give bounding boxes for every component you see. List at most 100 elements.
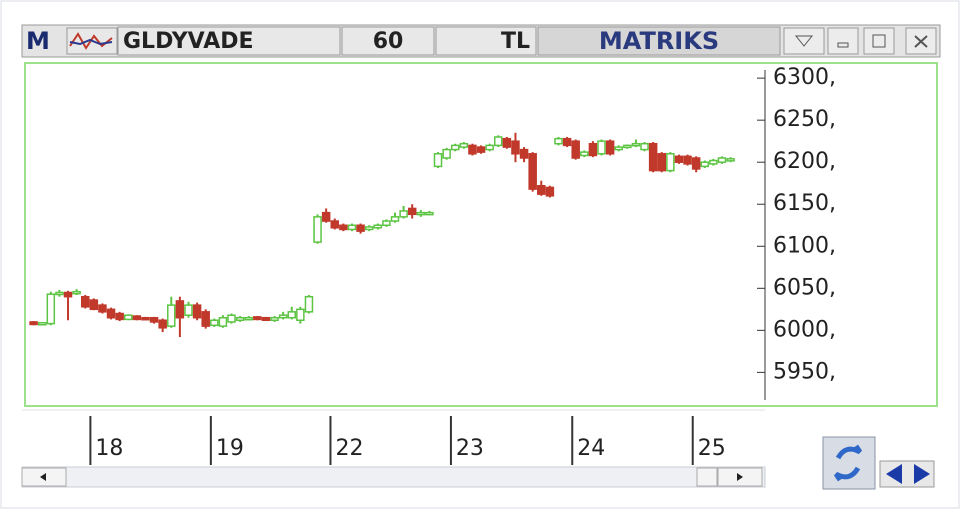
candle-body xyxy=(296,308,305,321)
candle-body xyxy=(614,146,623,151)
candle-body xyxy=(476,146,486,153)
y-tick-label: 6250, xyxy=(773,107,836,132)
candle-body xyxy=(433,153,443,168)
candle-body xyxy=(580,151,589,157)
maximize-icon xyxy=(872,34,886,48)
candle-body xyxy=(709,159,718,165)
y-tick-label: 6100, xyxy=(773,233,836,258)
logo: M xyxy=(26,27,50,55)
candle-body xyxy=(416,211,426,216)
candle-body xyxy=(450,144,460,151)
candle-body xyxy=(330,220,340,229)
candle-body xyxy=(106,308,116,319)
candle-body xyxy=(562,137,572,147)
symbol-box[interactable] xyxy=(117,26,341,56)
candle-body xyxy=(597,140,606,155)
maximize-button[interactable] xyxy=(863,27,895,55)
y-tick-label: 6000, xyxy=(773,317,836,342)
currency: TL xyxy=(501,29,530,54)
chart-icon[interactable] xyxy=(66,27,118,55)
close-icon xyxy=(914,35,928,48)
candle-body xyxy=(537,184,546,195)
y-tick-label: 6200, xyxy=(773,149,836,174)
candle-body xyxy=(545,186,555,197)
scrollbar[interactable] xyxy=(21,466,766,488)
candle-body xyxy=(141,316,150,321)
minimize-button[interactable] xyxy=(827,27,859,55)
candle-body xyxy=(425,211,434,216)
candle-body xyxy=(339,224,348,231)
candle-body xyxy=(657,153,666,172)
candle-body xyxy=(717,157,727,163)
candle-body xyxy=(554,137,563,145)
refresh-button[interactable] xyxy=(822,436,876,490)
brand-box xyxy=(537,26,781,56)
scroll-thumb[interactable] xyxy=(696,467,718,487)
candle-body xyxy=(605,140,615,155)
candle-body xyxy=(270,316,279,321)
nav-right[interactable] xyxy=(914,464,930,484)
candle-body xyxy=(72,290,81,295)
x-tick-label: 19 xyxy=(216,436,244,461)
x-tick-label: 18 xyxy=(95,436,123,461)
candle-body xyxy=(89,299,99,311)
candle-body xyxy=(98,304,107,313)
dropdown-button[interactable] xyxy=(783,27,825,55)
candle-body xyxy=(321,211,331,222)
candle-body xyxy=(227,314,236,323)
candle-body xyxy=(149,316,159,323)
candle-body xyxy=(700,161,710,168)
nav-left[interactable] xyxy=(886,464,902,484)
x-tick-label: 24 xyxy=(577,436,605,461)
candle-body xyxy=(287,311,296,319)
candle-body xyxy=(37,322,47,326)
candle-body xyxy=(347,224,357,231)
candle-body xyxy=(691,157,701,170)
currency-box[interactable] xyxy=(435,26,537,56)
candle-body xyxy=(407,207,417,216)
candle-body xyxy=(115,312,124,321)
y-tick-label: 6050, xyxy=(773,275,836,300)
y-tick-label: 6150, xyxy=(773,191,836,216)
candle-body xyxy=(623,144,632,149)
candle-body xyxy=(364,226,374,231)
x-tick-label: 25 xyxy=(698,436,726,461)
candle-body xyxy=(158,319,167,329)
candle-body xyxy=(356,224,365,232)
candle-body xyxy=(244,316,253,321)
candle-body xyxy=(210,319,219,327)
candle-body xyxy=(373,224,383,229)
scroll-left-arrow xyxy=(40,473,46,481)
chart-frame xyxy=(24,62,938,407)
candle-body xyxy=(399,210,408,218)
candle-body xyxy=(726,158,735,162)
candle-body xyxy=(528,153,537,190)
candle-body xyxy=(631,142,641,147)
candle-body xyxy=(55,291,64,296)
period-box[interactable] xyxy=(341,26,435,56)
candle-body xyxy=(390,216,400,222)
candle-body xyxy=(648,142,658,172)
candle-body xyxy=(640,142,649,151)
candle-body xyxy=(313,216,322,243)
candle-body xyxy=(494,136,503,147)
candle-body xyxy=(485,144,494,151)
candle-body xyxy=(502,137,512,148)
candle-body xyxy=(261,316,271,321)
candle-body xyxy=(184,304,193,316)
candle-body xyxy=(588,142,598,157)
candle-body xyxy=(683,155,692,165)
scroll-right-arrow xyxy=(737,473,743,481)
candle-body xyxy=(167,304,176,327)
candle-body xyxy=(46,293,56,325)
symbol: GLDYVADE xyxy=(123,29,254,54)
candle-body xyxy=(124,314,133,321)
candle-body xyxy=(519,148,529,159)
minimize-icon xyxy=(837,42,849,48)
candle-body xyxy=(468,144,477,155)
candle-body xyxy=(278,314,288,319)
candle-body xyxy=(442,148,451,159)
candle-body xyxy=(674,155,684,163)
brand: MATRIKS xyxy=(599,27,719,55)
